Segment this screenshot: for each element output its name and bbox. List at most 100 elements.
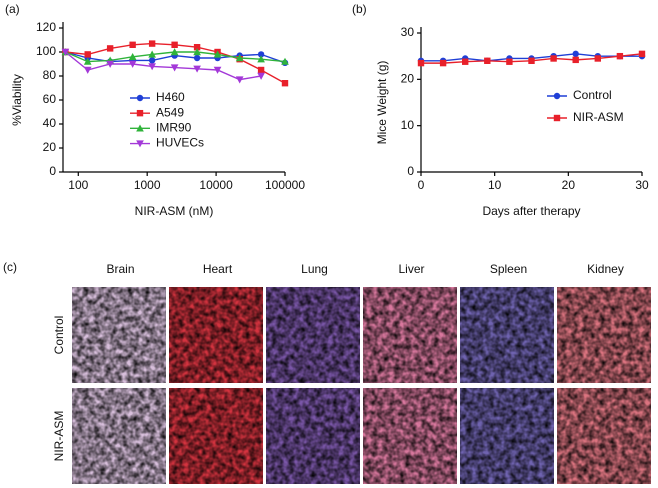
marker	[553, 92, 561, 100]
x-axis-label: Days after therapy	[482, 204, 580, 218]
y-tick-label: 80	[43, 68, 57, 82]
x-tick-label: 100	[68, 178, 88, 192]
marker	[106, 45, 114, 52]
marker	[528, 57, 535, 64]
marker	[506, 58, 513, 65]
marker	[170, 64, 179, 72]
marker	[572, 56, 579, 64]
marker	[170, 48, 179, 56]
legend-label: A549	[156, 105, 184, 119]
y-axis-label: Mice Weight (g)	[375, 61, 389, 145]
tissue-texture	[363, 388, 457, 484]
column-label: Spleen	[490, 262, 527, 276]
tissue-texture	[72, 287, 166, 383]
marker	[61, 48, 70, 56]
marker	[148, 50, 156, 58]
tissue-texture	[557, 287, 651, 383]
marker	[257, 72, 265, 80]
row-label: Control	[52, 316, 66, 355]
marker	[148, 57, 156, 64]
x-tick-label: 30	[635, 178, 649, 192]
marker	[193, 54, 201, 62]
marker	[213, 50, 222, 58]
panel-label: (b)	[352, 2, 367, 16]
marker	[83, 57, 92, 65]
marker	[616, 52, 624, 60]
series-line	[64, 51, 262, 81]
column-label: Kidney	[587, 262, 624, 276]
row-label: NIR-ASM	[52, 411, 66, 462]
marker	[129, 41, 136, 48]
marker	[257, 51, 265, 58]
legend-label: Control	[573, 88, 612, 102]
y-tick-label: 40	[43, 116, 57, 130]
tissue-texture	[72, 388, 166, 484]
marker	[257, 55, 265, 63]
y-tick-label: 20	[43, 140, 57, 154]
tissue-texture	[363, 287, 457, 383]
marker	[462, 58, 469, 65]
marker	[106, 60, 114, 68]
marker	[136, 140, 144, 148]
x-tick-label: 10	[488, 178, 502, 192]
x-tick-label: 0	[418, 178, 425, 192]
y-tick-label: 60	[43, 92, 57, 106]
marker	[171, 41, 178, 48]
marker	[136, 109, 144, 117]
y-tick-label: 20	[401, 72, 415, 86]
tissue-texture	[169, 287, 263, 383]
tissue-texture	[169, 388, 263, 484]
marker	[128, 52, 137, 60]
x-tick-label: 1000	[134, 178, 161, 192]
marker	[193, 48, 201, 56]
marker	[136, 94, 144, 102]
x-axis-label: NIR-ASM (nM)	[135, 204, 214, 218]
marker	[484, 57, 491, 64]
marker	[83, 66, 92, 74]
marker	[128, 60, 137, 68]
y-axis-label: %Viability	[10, 74, 24, 126]
panel-label: (a)	[5, 2, 20, 16]
marker	[550, 55, 557, 62]
panel-label: (c)	[3, 260, 17, 274]
marker	[148, 63, 156, 71]
x-tick-label: 100000	[265, 178, 305, 192]
legend-label: HUVECs	[156, 136, 204, 150]
column-label: Lung	[301, 262, 328, 276]
tissue-texture	[460, 287, 554, 383]
marker	[193, 44, 201, 51]
marker	[572, 50, 579, 58]
marker	[193, 65, 201, 73]
marker	[257, 66, 265, 74]
marker	[235, 54, 244, 62]
y-tick-label: 100	[36, 44, 56, 58]
column-label: Liver	[398, 262, 424, 276]
legend-label: H460	[156, 90, 185, 104]
column-label: Brain	[106, 262, 134, 276]
legend-label: NIR-ASM	[573, 110, 624, 124]
marker	[638, 50, 646, 58]
marker	[417, 59, 425, 67]
marker	[281, 57, 289, 65]
marker	[84, 51, 91, 58]
tissue-texture	[266, 287, 360, 383]
y-tick-label: 120	[36, 20, 56, 34]
y-tick-label: 30	[401, 25, 415, 39]
tissue-texture	[266, 388, 360, 484]
x-tick-label: 20	[562, 178, 576, 192]
tissue-texture	[557, 388, 651, 484]
y-tick-label: 10	[401, 118, 415, 132]
y-tick-label: 0	[49, 164, 56, 178]
marker	[213, 66, 222, 74]
legend-label: IMR90	[156, 121, 192, 135]
tissue-texture	[460, 388, 554, 484]
marker	[136, 124, 144, 132]
marker	[148, 40, 156, 47]
marker	[439, 59, 447, 67]
column-label: Heart	[203, 262, 233, 276]
marker	[281, 80, 289, 87]
marker	[553, 114, 561, 122]
x-tick-label: 10000	[199, 178, 233, 192]
marker	[235, 76, 244, 84]
